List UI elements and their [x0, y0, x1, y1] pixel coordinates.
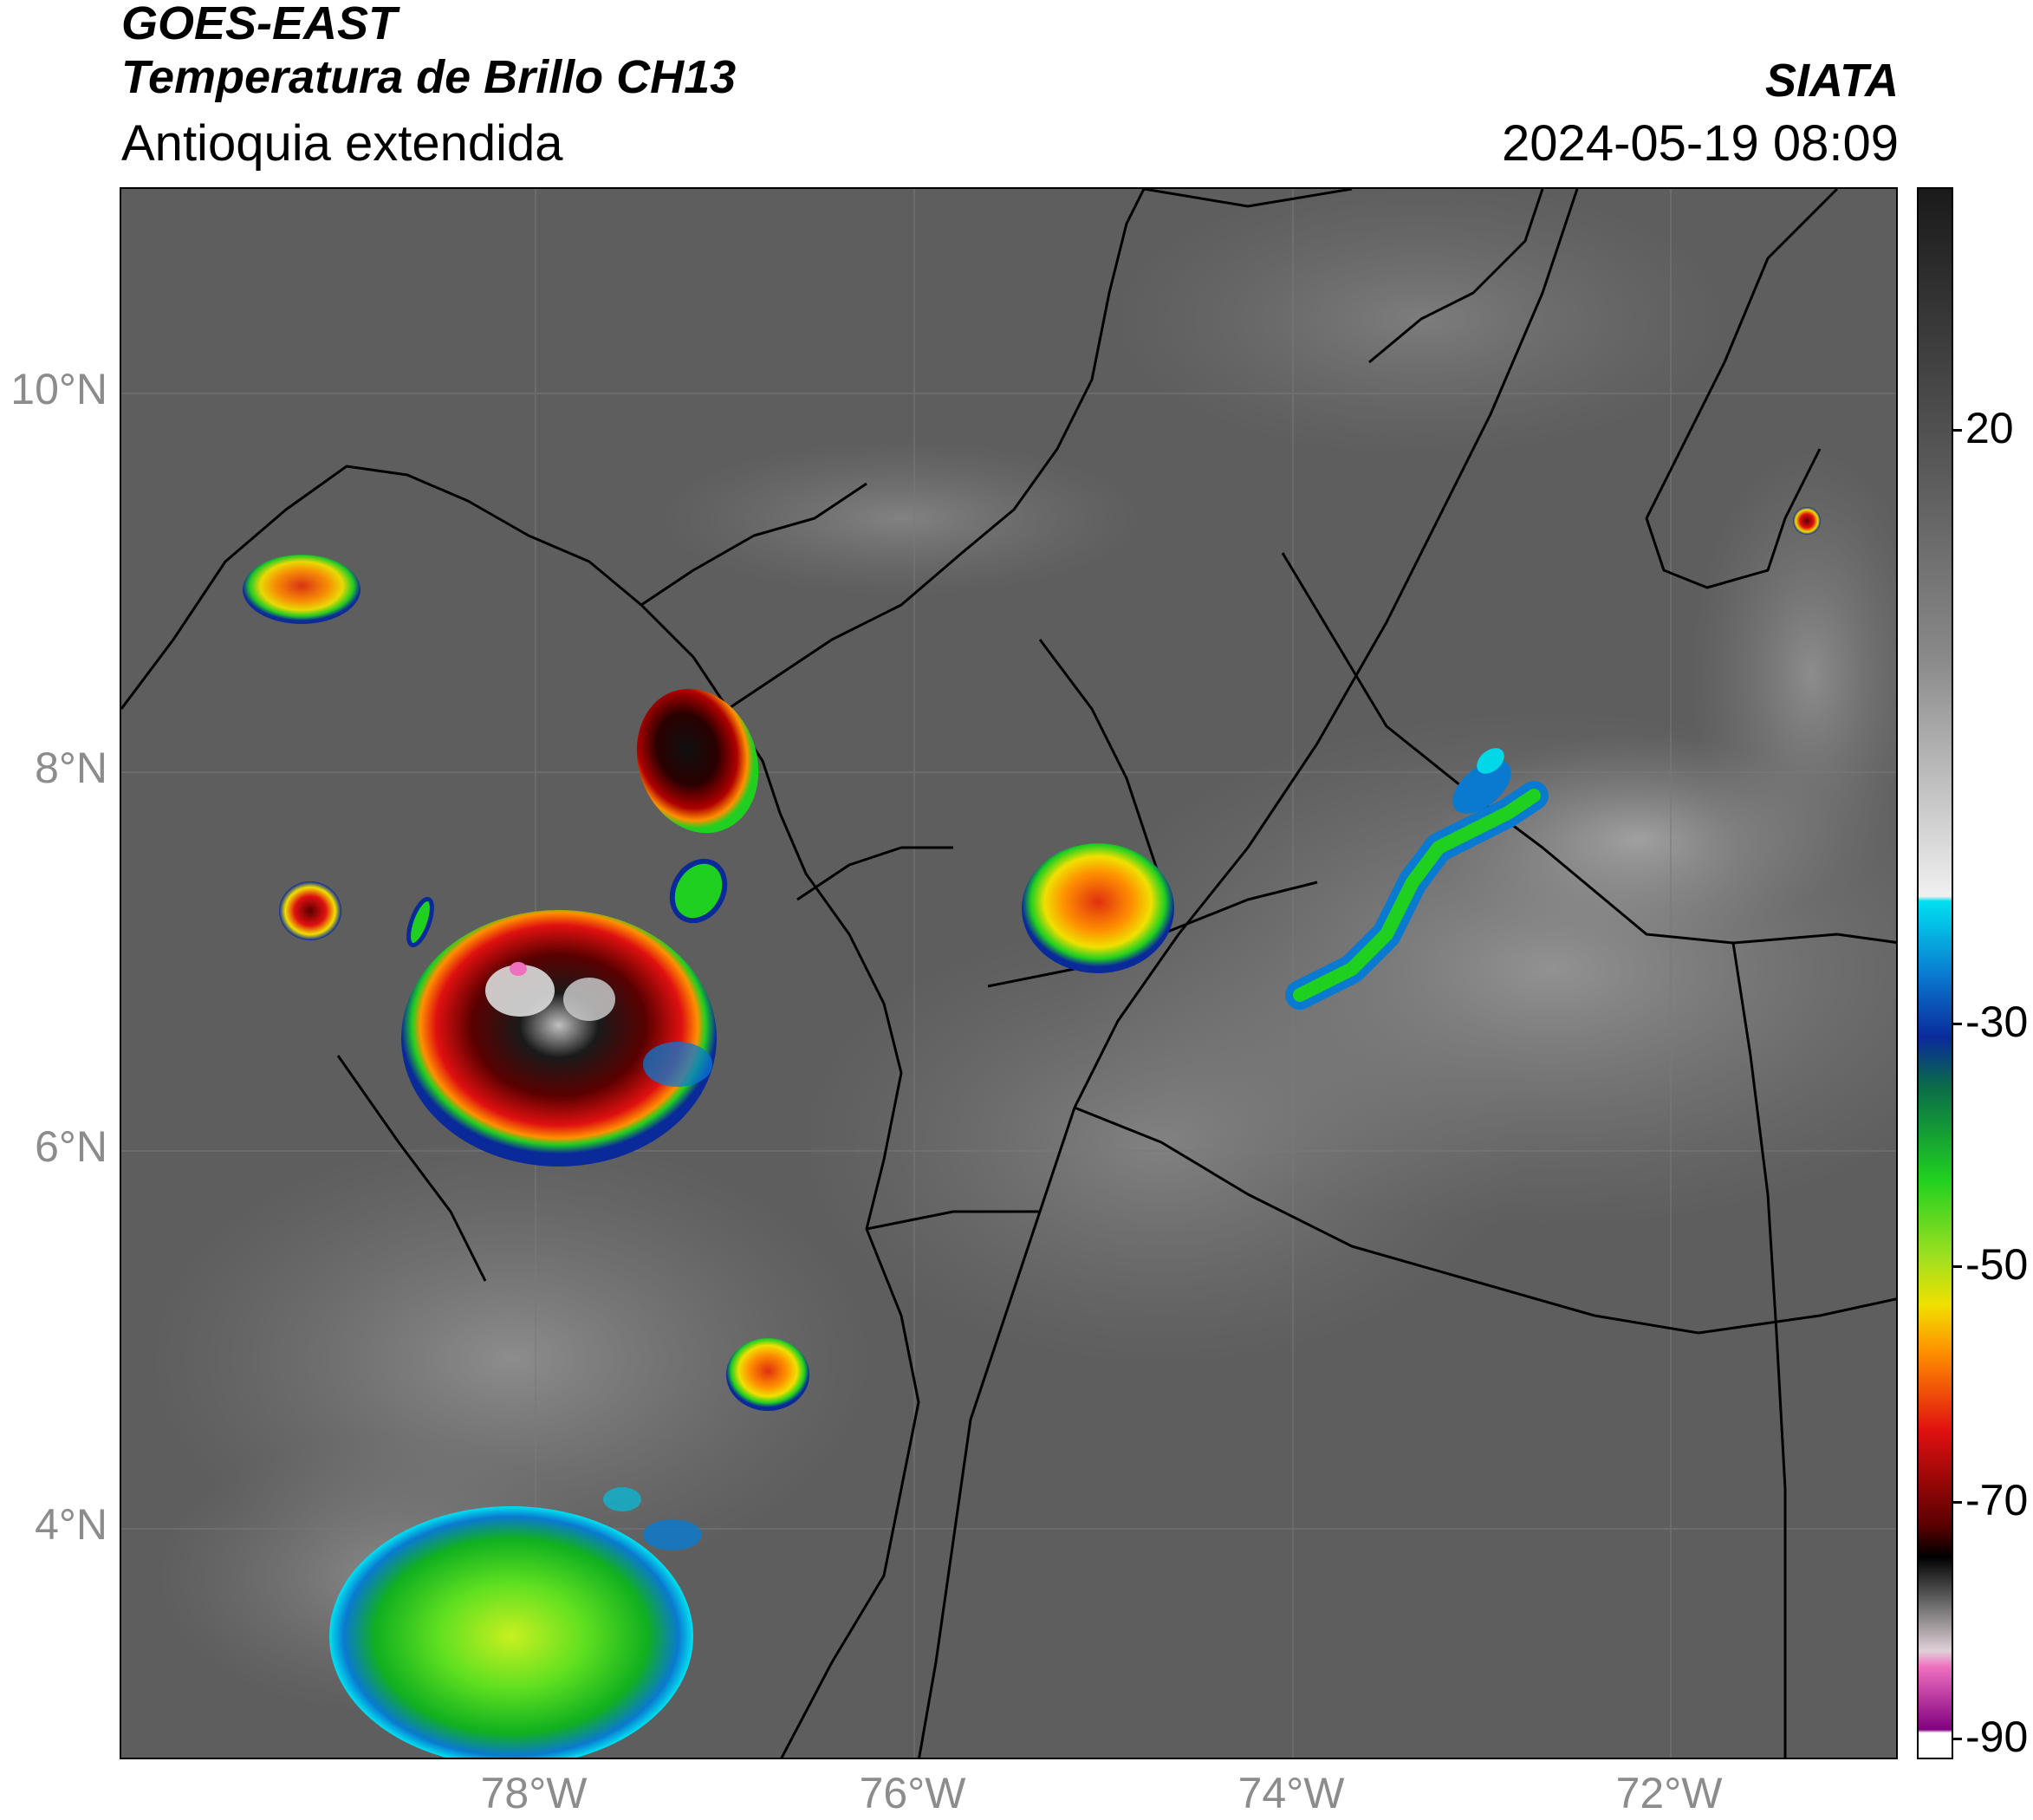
colorbar-tick-m70 — [1952, 1501, 1962, 1504]
colorbar-label-m90: -90 — [1965, 1713, 2029, 1761]
satellite-map — [120, 187, 1898, 1759]
lon-label-74w: 74°W — [1237, 1769, 1345, 1817]
product-title: Temperatura de Brillo CH13 — [121, 51, 737, 103]
colorbar-label-m50: -50 — [1965, 1240, 2029, 1289]
lat-label-4n: 4°N — [35, 1500, 107, 1549]
colorbar-label-20: 20 — [1965, 404, 2014, 452]
lon-label-76w: 76°W — [859, 1769, 966, 1817]
colorbar-tick-m50 — [1952, 1265, 1962, 1268]
colorbar-label-m70: -70 — [1965, 1476, 2029, 1524]
lat-label-8n: 8°N — [35, 744, 107, 792]
lat-label-6n: 6°N — [35, 1122, 107, 1171]
lon-label-72w: 72°W — [1615, 1769, 1723, 1817]
colorbar-tick-m90 — [1952, 1738, 1962, 1740]
satellite-title: GOES-EAST — [121, 0, 398, 49]
region-subtitle: Antioquia extendida — [121, 115, 563, 172]
lon-label-78w: 78°W — [480, 1769, 588, 1817]
organization-label: SIATA — [1765, 55, 1899, 107]
colorbar — [1917, 187, 1953, 1759]
colorbar-label-m30: -30 — [1965, 998, 2029, 1046]
colorbar-tick-m30 — [1952, 1023, 1962, 1025]
timestamp-label: 2024-05-19 08:09 — [1502, 115, 1899, 172]
colorbar-tick-20 — [1952, 429, 1962, 432]
lat-label-10n: 10°N — [10, 365, 107, 413]
